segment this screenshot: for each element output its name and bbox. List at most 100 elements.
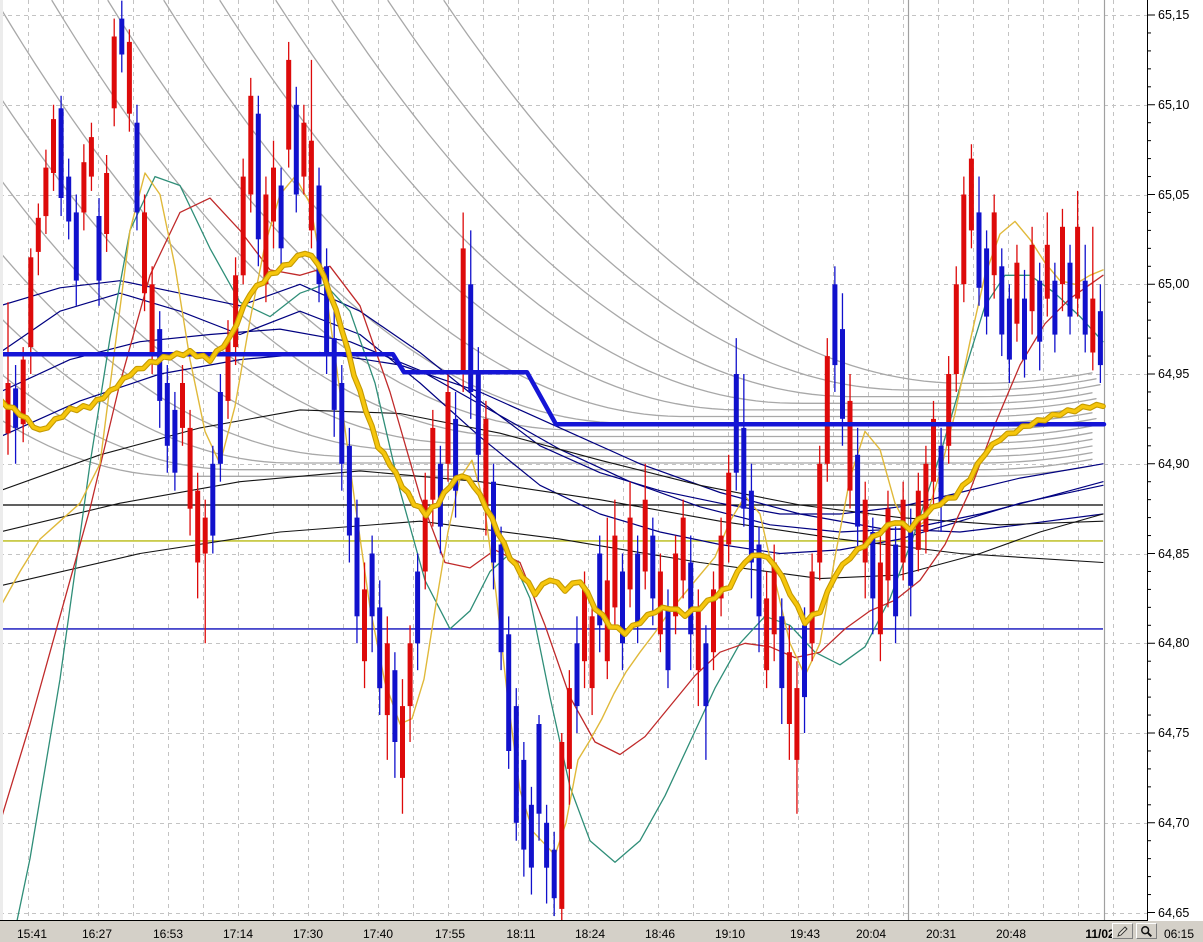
- candle: [741, 427, 747, 509]
- candle: [756, 544, 762, 617]
- candle: [953, 284, 959, 374]
- candle: [271, 167, 276, 222]
- candle: [1044, 244, 1050, 299]
- candle: [331, 338, 337, 410]
- candle: [1052, 280, 1058, 335]
- gold-ma: [0, 250, 1106, 638]
- candle: [695, 607, 701, 671]
- candle: [968, 158, 974, 231]
- candle: [362, 589, 367, 662]
- grid-lines: [0, 0, 1147, 920]
- candle: [96, 216, 102, 281]
- window-edge: [0, 0, 3, 920]
- candle: [20, 359, 26, 425]
- candle: [1006, 298, 1012, 360]
- candle: [293, 104, 299, 195]
- candle: [422, 499, 428, 572]
- candle: [339, 383, 345, 464]
- candle: [263, 194, 269, 285]
- candle: [172, 409, 178, 473]
- magnifier-icon: [1141, 925, 1152, 937]
- candle: [202, 517, 208, 554]
- next-session-time-label: 06:15: [1164, 927, 1195, 941]
- candle: [877, 562, 883, 635]
- candle: [1097, 311, 1103, 366]
- time-axis-label: 16:53: [152, 927, 184, 941]
- time-axis-label: 15:41: [16, 927, 48, 941]
- candle: [1014, 262, 1020, 324]
- candle: [1075, 226, 1081, 299]
- candle: [506, 634, 512, 751]
- candle: [900, 499, 906, 563]
- candle: [66, 176, 72, 222]
- time-axis-label: 17:14: [222, 927, 254, 941]
- candle: [73, 212, 79, 281]
- candle: [460, 248, 466, 374]
- candle: [400, 706, 405, 778]
- time-axis-label: 20:31: [925, 927, 957, 941]
- candle: [316, 185, 322, 285]
- ma-ribbon: [0, 0, 1101, 477]
- candle: [407, 643, 413, 707]
- candle: [870, 532, 876, 599]
- candle: [377, 607, 383, 689]
- candle: [301, 122, 307, 177]
- candle: [650, 535, 656, 599]
- time-axis-label: 19:10: [714, 927, 746, 941]
- time-axis-label: 19:43: [789, 927, 821, 941]
- date-label: 11/02: [1085, 927, 1115, 941]
- candle: [862, 499, 868, 563]
- candle: [1082, 280, 1088, 335]
- candle: [164, 383, 170, 446]
- candle: [430, 427, 436, 500]
- step-line: [0, 352, 1107, 427]
- candle: [225, 338, 231, 401]
- moving-averages: [0, 172, 1104, 920]
- candle: [324, 266, 330, 357]
- zoom-tool-button[interactable]: [1136, 923, 1157, 939]
- candle: [832, 284, 838, 366]
- time-axis-label: 17:40: [362, 927, 394, 941]
- candle: [88, 137, 94, 177]
- candle: [574, 643, 580, 707]
- candle: [657, 571, 663, 635]
- candle: [847, 400, 853, 491]
- candle: [1037, 280, 1043, 342]
- candle: [415, 571, 421, 644]
- candle: [1060, 226, 1065, 285]
- candle: [999, 266, 1005, 335]
- candle: [779, 616, 785, 689]
- candle: [718, 535, 724, 599]
- candle: [893, 544, 899, 617]
- candle: [157, 329, 163, 401]
- candle: [28, 257, 34, 347]
- candle: [453, 418, 459, 491]
- candle: [938, 445, 944, 504]
- candle: [680, 517, 686, 581]
- level-lines: [0, 504, 1103, 630]
- candle: [771, 562, 777, 635]
- candle: [748, 490, 754, 563]
- candle: [369, 553, 375, 617]
- candle: [392, 670, 398, 742]
- candle: [233, 275, 239, 348]
- candle: [240, 176, 246, 276]
- time-axis-label: 18:24: [574, 927, 606, 941]
- candle: [642, 499, 648, 572]
- candle: [483, 418, 489, 509]
- draw-tool-button[interactable]: [1112, 923, 1133, 939]
- candle: [665, 607, 671, 671]
- candle: [711, 589, 716, 653]
- candle: [195, 490, 201, 563]
- candle: [1029, 244, 1035, 312]
- candle: [817, 463, 823, 563]
- candle: [589, 616, 595, 689]
- candle: [278, 185, 284, 249]
- time-axis-label: 18:46: [644, 927, 676, 941]
- candle: [35, 217, 41, 252]
- candle: [354, 517, 360, 617]
- candle: [119, 18, 125, 55]
- plot-layers: [0, 0, 1147, 920]
- candle: [248, 95, 254, 195]
